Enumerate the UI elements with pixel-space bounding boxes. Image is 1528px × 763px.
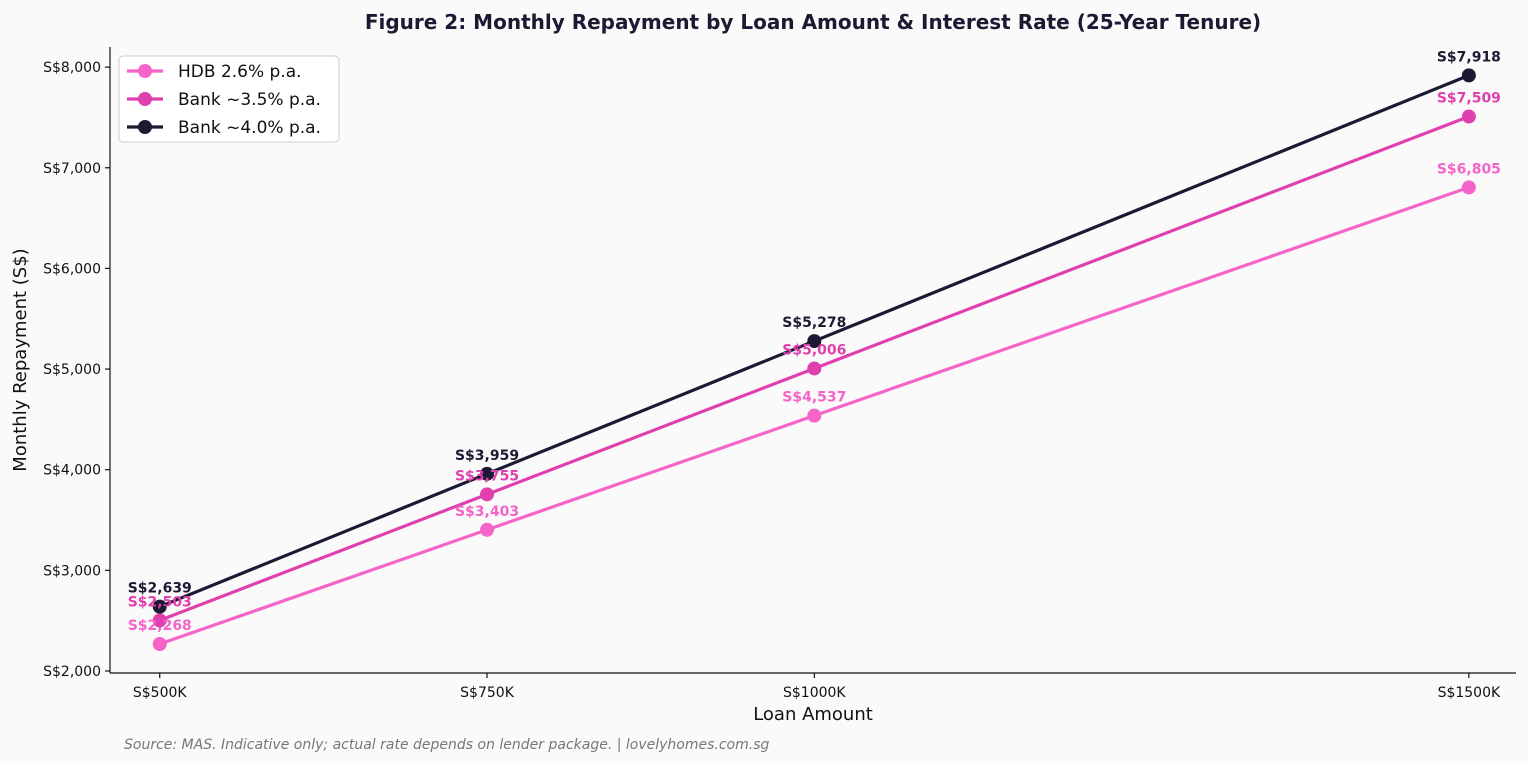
series-line — [159, 73, 1470, 609]
x-ticks: S$500K S$750K S$1000K S$1500K — [133, 673, 1501, 701]
data-point — [152, 637, 167, 652]
y-tick-label: S$6,000 — [43, 261, 101, 277]
series-1 — [152, 180, 1476, 652]
data-label: S$7,918 — [1437, 49, 1501, 65]
series-line — [159, 185, 1470, 646]
data-label-layer: S$2,268 S$3,403 S$4,537 S$6,805 S$2,503 S$3,7… — [128, 49, 1501, 634]
data-point — [480, 522, 495, 537]
data-label: S$3,403 — [455, 504, 519, 520]
series-layer — [152, 68, 1476, 652]
legend-box — [118, 55, 340, 143]
y-tick-label: S$2,000 — [43, 664, 101, 680]
y-tick-label: S$5,000 — [43, 362, 101, 378]
data-label: S$6,805 — [1437, 161, 1501, 177]
axes — [109, 47, 1516, 674]
x-tick-label: S$1000K — [783, 685, 846, 701]
y-tick-label: S$3,000 — [43, 563, 101, 579]
data-label: S$2,268 — [128, 618, 192, 634]
x-tick-label: S$750K — [460, 685, 515, 701]
y-ticks: S$2,000 S$3,000 S$4,000 S$5,000 S$6,000 S$7,0… — [43, 60, 110, 680]
x-axis-label: Loan Amount — [753, 704, 873, 725]
data-label: S$5,278 — [782, 315, 846, 331]
series-3 — [152, 68, 1476, 614]
legend-label: Bank ~4.0% p.a. — [178, 118, 321, 138]
data-label: S$3,959 — [455, 448, 519, 464]
data-label: S$3,755 — [455, 468, 519, 484]
data-point — [1461, 180, 1476, 195]
data-point — [807, 361, 822, 376]
data-point — [480, 466, 495, 481]
data-point — [1461, 68, 1476, 83]
data-point — [1461, 109, 1476, 124]
data-point — [807, 334, 822, 349]
data-point — [152, 613, 167, 628]
legend-entry: Bank ~4.0% p.a. — [127, 118, 321, 138]
series-line — [159, 115, 1470, 622]
chart-title: Figure 2: Monthly Repayment by Loan Amou… — [365, 10, 1261, 34]
data-label: S$7,509 — [1437, 91, 1501, 107]
y-tick-label: S$4,000 — [43, 463, 101, 479]
data-label: S$2,503 — [128, 594, 192, 610]
data-point — [480, 487, 495, 502]
source-note: Source: MAS. Indicative only; actual rat… — [124, 737, 770, 753]
data-point — [152, 599, 167, 614]
legend-swatch-marker — [138, 64, 152, 78]
x-tick-label: S$500K — [133, 685, 188, 701]
data-label: S$5,006 — [782, 342, 846, 358]
legend-label: Bank ~3.5% p.a. — [178, 90, 321, 110]
data-label: S$4,537 — [782, 390, 846, 406]
y-axis-label: Monthly Repayment (S$) — [10, 248, 31, 471]
legend-entry: Bank ~3.5% p.a. — [127, 90, 321, 110]
legend-swatch-marker — [138, 120, 152, 134]
legend-swatch-marker — [138, 92, 152, 106]
data-point — [807, 408, 822, 423]
legend: HDB 2.6% p.a. Bank ~3.5% p.a. Bank ~4.0% p… — [118, 55, 340, 143]
legend-label: HDB 2.6% p.a. — [178, 62, 302, 82]
y-tick-label: S$7,000 — [43, 161, 101, 177]
x-tick-label: S$1500K — [1438, 685, 1501, 701]
data-label: S$2,639 — [128, 581, 192, 597]
legend-entry: HDB 2.6% p.a. — [127, 62, 302, 82]
y-tick-label: S$8,000 — [43, 60, 101, 76]
series-2 — [152, 109, 1476, 628]
